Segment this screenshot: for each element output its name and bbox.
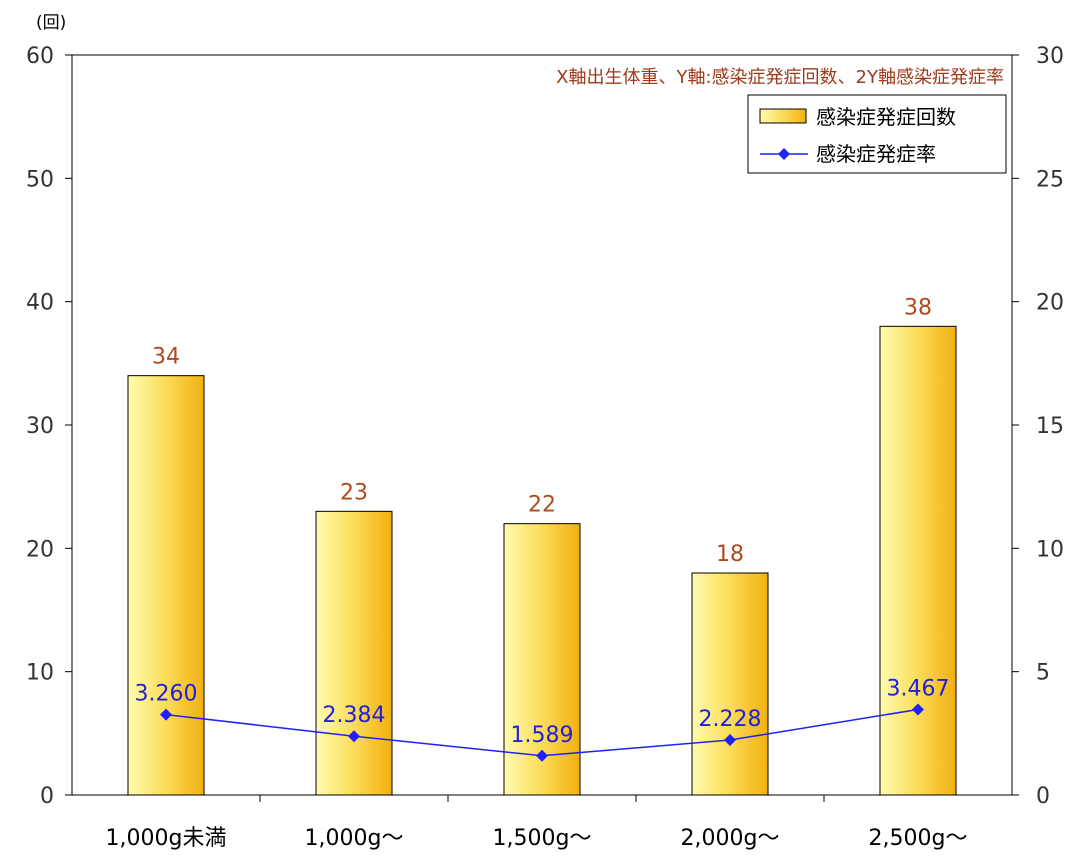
bar-value-label: 34: [152, 345, 180, 370]
rate-value-label: 2.384: [323, 703, 386, 728]
left-tick-label: 30: [26, 414, 54, 439]
right-tick-label: 20: [1036, 291, 1064, 316]
legend-box: [747, 94, 1007, 174]
line-series: [160, 703, 924, 762]
rate-value-label: 3.467: [887, 676, 950, 701]
right-tick-label: 10: [1036, 537, 1064, 562]
left-tick-label: 0: [40, 784, 54, 809]
legend-line-marker: [778, 148, 790, 160]
rate-point: [160, 708, 172, 721]
bar-value-label: 38: [904, 295, 932, 320]
rate-point: [348, 730, 360, 743]
legend-entry-bar: 感染症発症回数: [816, 105, 956, 129]
rate-point: [912, 703, 924, 716]
right-tick-label: 0: [1036, 784, 1050, 809]
left-tick-label: 10: [26, 661, 54, 686]
bar: [127, 375, 205, 796]
right-tick-label: 15: [1036, 414, 1064, 439]
bar: [315, 510, 393, 796]
left-tick-label: 60: [26, 44, 54, 69]
data-labels: 34 23 22 18 38 3.260 2.384 1.589 2.228 3.467: [135, 295, 950, 747]
bar-series: [127, 325, 957, 796]
rate-point: [724, 734, 736, 747]
x-tick-label: 1,000g〜: [305, 826, 404, 851]
bar-value-label: 22: [528, 493, 556, 518]
legend-bar-swatch: [759, 108, 807, 124]
right-tick-label: 5: [1036, 661, 1050, 686]
left-tick-label: 20: [26, 537, 54, 562]
rate-point: [536, 749, 548, 762]
left-tick-label: 50: [26, 167, 54, 192]
x-tick-label: 1,000g未満: [106, 826, 227, 851]
right-tick-label: 25: [1036, 167, 1064, 192]
legend: 感染症発症回数 感染症発症率: [747, 94, 1007, 174]
rate-value-label: 2.228: [699, 707, 762, 732]
legend-entry-line: 感染症発症率: [816, 142, 936, 166]
bar: [691, 572, 769, 796]
x-tick-label: 2,000g〜: [681, 826, 780, 851]
right-axis: 0 5 10 15 20 25 30: [1012, 44, 1064, 809]
left-tick-label: 40: [26, 291, 54, 316]
axis-annotation: X軸出生体重、Y軸:感染症発症回数、2Y軸感染症発症率: [556, 67, 1004, 88]
rate-value-label: 3.260: [135, 682, 198, 707]
rate-value-label: 1.589: [511, 723, 574, 748]
right-tick-label: 30: [1036, 44, 1064, 69]
left-axis: 0 10 20 30 40 50 60: [26, 44, 72, 809]
x-tick-label: 2,500g〜: [869, 826, 968, 851]
bar: [503, 523, 581, 796]
left-axis-unit: (回): [36, 13, 66, 33]
bar: [879, 325, 957, 796]
x-tick-label: 1,500g〜: [493, 826, 592, 851]
bar-value-label: 18: [716, 542, 744, 567]
x-axis: 1,000g未満 1,000g〜 1,500g〜 2,000g〜 2,500g〜: [106, 795, 968, 851]
bar-value-label: 23: [340, 480, 368, 505]
